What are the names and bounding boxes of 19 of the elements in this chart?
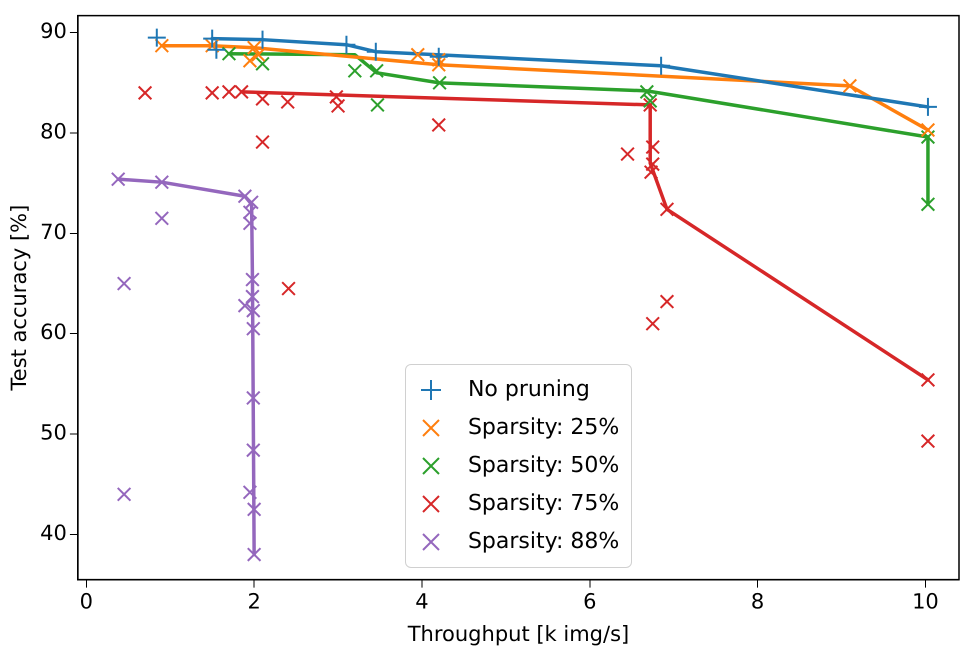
x-tick-label: 0 bbox=[80, 590, 93, 614]
legend-label: Sparsity: 50% bbox=[468, 453, 620, 478]
x-axis-title: Throughput [k img/s] bbox=[406, 622, 630, 646]
x-tick-label: 6 bbox=[583, 590, 596, 614]
legend-label: Sparsity: 25% bbox=[468, 415, 620, 440]
x-tick-label: 10 bbox=[912, 590, 939, 614]
x-tick-label: 8 bbox=[750, 590, 764, 614]
y-tick-label: 40 bbox=[40, 520, 67, 545]
legend-label: No pruning bbox=[468, 377, 590, 402]
y-tick-label: 90 bbox=[40, 19, 67, 44]
x-tick-label: 2 bbox=[247, 590, 261, 614]
y-tick-label: 60 bbox=[40, 320, 67, 344]
x-tick-label: 4 bbox=[415, 590, 429, 614]
legend-label: Sparsity: 88% bbox=[468, 529, 620, 554]
y-tick-label: 50 bbox=[40, 420, 67, 445]
y-axis-title: Test accuracy [%] bbox=[7, 204, 32, 392]
y-tick-label: 80 bbox=[40, 119, 67, 144]
legend-label: Sparsity: 75% bbox=[468, 491, 620, 516]
y-tick-label: 70 bbox=[40, 220, 67, 244]
